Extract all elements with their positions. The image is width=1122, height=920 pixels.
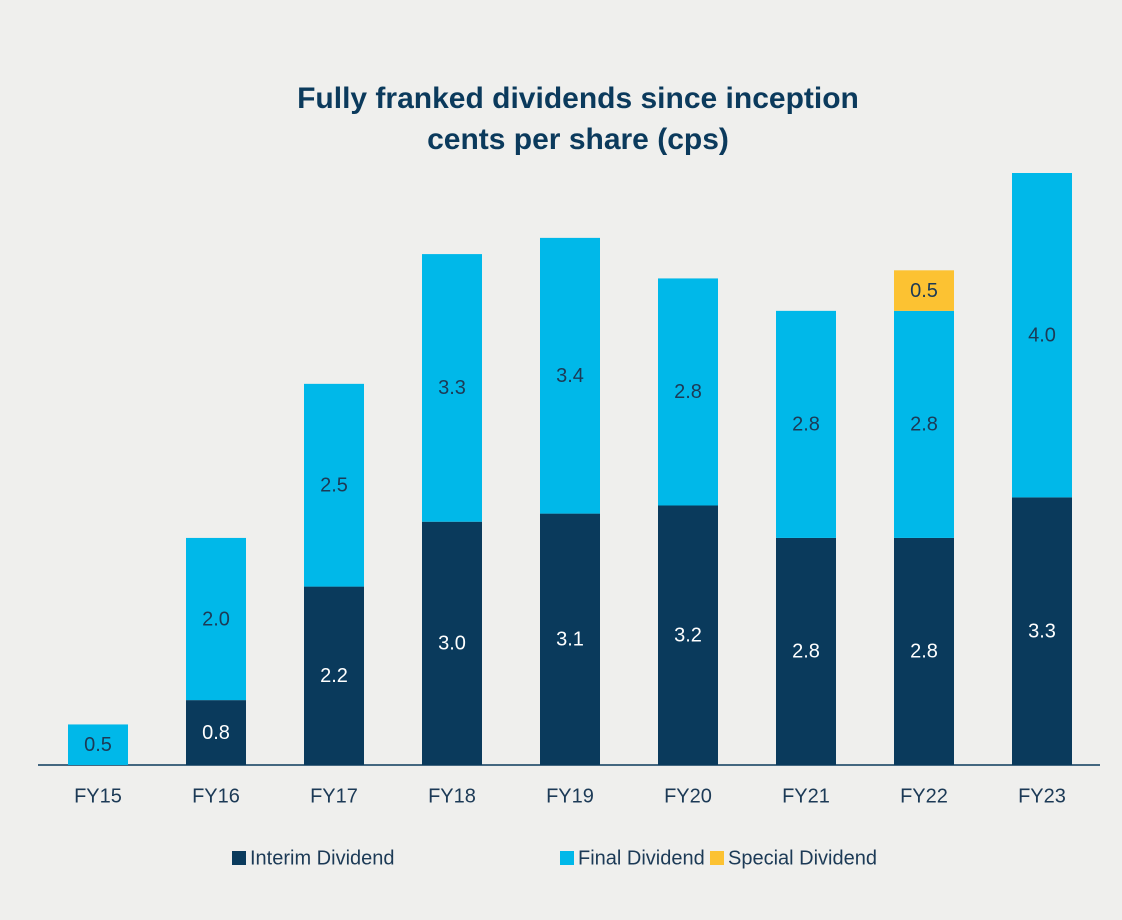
legend-label: Interim Dividend [250,847,395,869]
bar-segment [658,278,718,506]
bar-segment [1012,173,1072,498]
data-label: 3.4 [556,365,584,387]
bar-segment [186,700,246,765]
data-label: 4.0 [1028,324,1056,346]
data-label: 2.5 [320,475,348,497]
legend-swatch [710,851,724,865]
data-label: 3.3 [438,377,466,399]
x-tick-label: FY16 [192,785,240,807]
x-tick-label: FY15 [74,785,122,807]
data-label: 3.3 [1028,620,1056,642]
x-tick-label: FY20 [664,785,712,807]
bar-segment [68,724,128,765]
bar-segment [776,310,836,538]
data-label: 2.2 [320,665,348,687]
bar-segment [894,537,954,765]
data-label: 2.8 [792,641,820,663]
data-label: 2.8 [674,381,702,403]
bar-segment [658,505,718,765]
data-label: 3.2 [674,625,702,647]
data-label: 2.8 [910,414,938,436]
legend-label: Special Dividend [728,847,877,869]
bar-segment [186,537,246,701]
data-label: 2.0 [202,608,230,630]
chart-subtitle: cents per share (cps) [427,123,729,156]
bar-segment [422,521,482,765]
x-tick-label: FY19 [546,785,594,807]
data-label: 2.8 [792,414,820,436]
bar-segment [304,586,364,765]
data-label: 2.8 [910,641,938,663]
x-tick-label: FY23 [1018,785,1066,807]
x-tick-label: FY22 [900,785,948,807]
legend-label: Final Dividend [578,847,705,869]
bar-segment [776,537,836,765]
bar-segment [540,237,600,514]
data-label: 0.5 [84,734,112,756]
data-label: 0.8 [202,722,230,744]
chart-title: Fully franked dividends since inception [297,82,859,115]
bar-segment [540,513,600,765]
data-label: 3.1 [556,629,584,651]
legend-swatch [232,851,246,865]
bar-segment [894,310,954,538]
legend-swatch [560,851,574,865]
bar-segment [304,383,364,587]
data-label: 0.5 [910,280,938,302]
x-tick-label: FY17 [310,785,358,807]
bar-segment [894,270,954,311]
x-tick-label: FY18 [428,785,476,807]
bar-segment [422,254,482,522]
data-label: 3.0 [438,633,466,655]
x-tick-label: FY21 [782,785,830,807]
bar-segment [1012,497,1072,765]
